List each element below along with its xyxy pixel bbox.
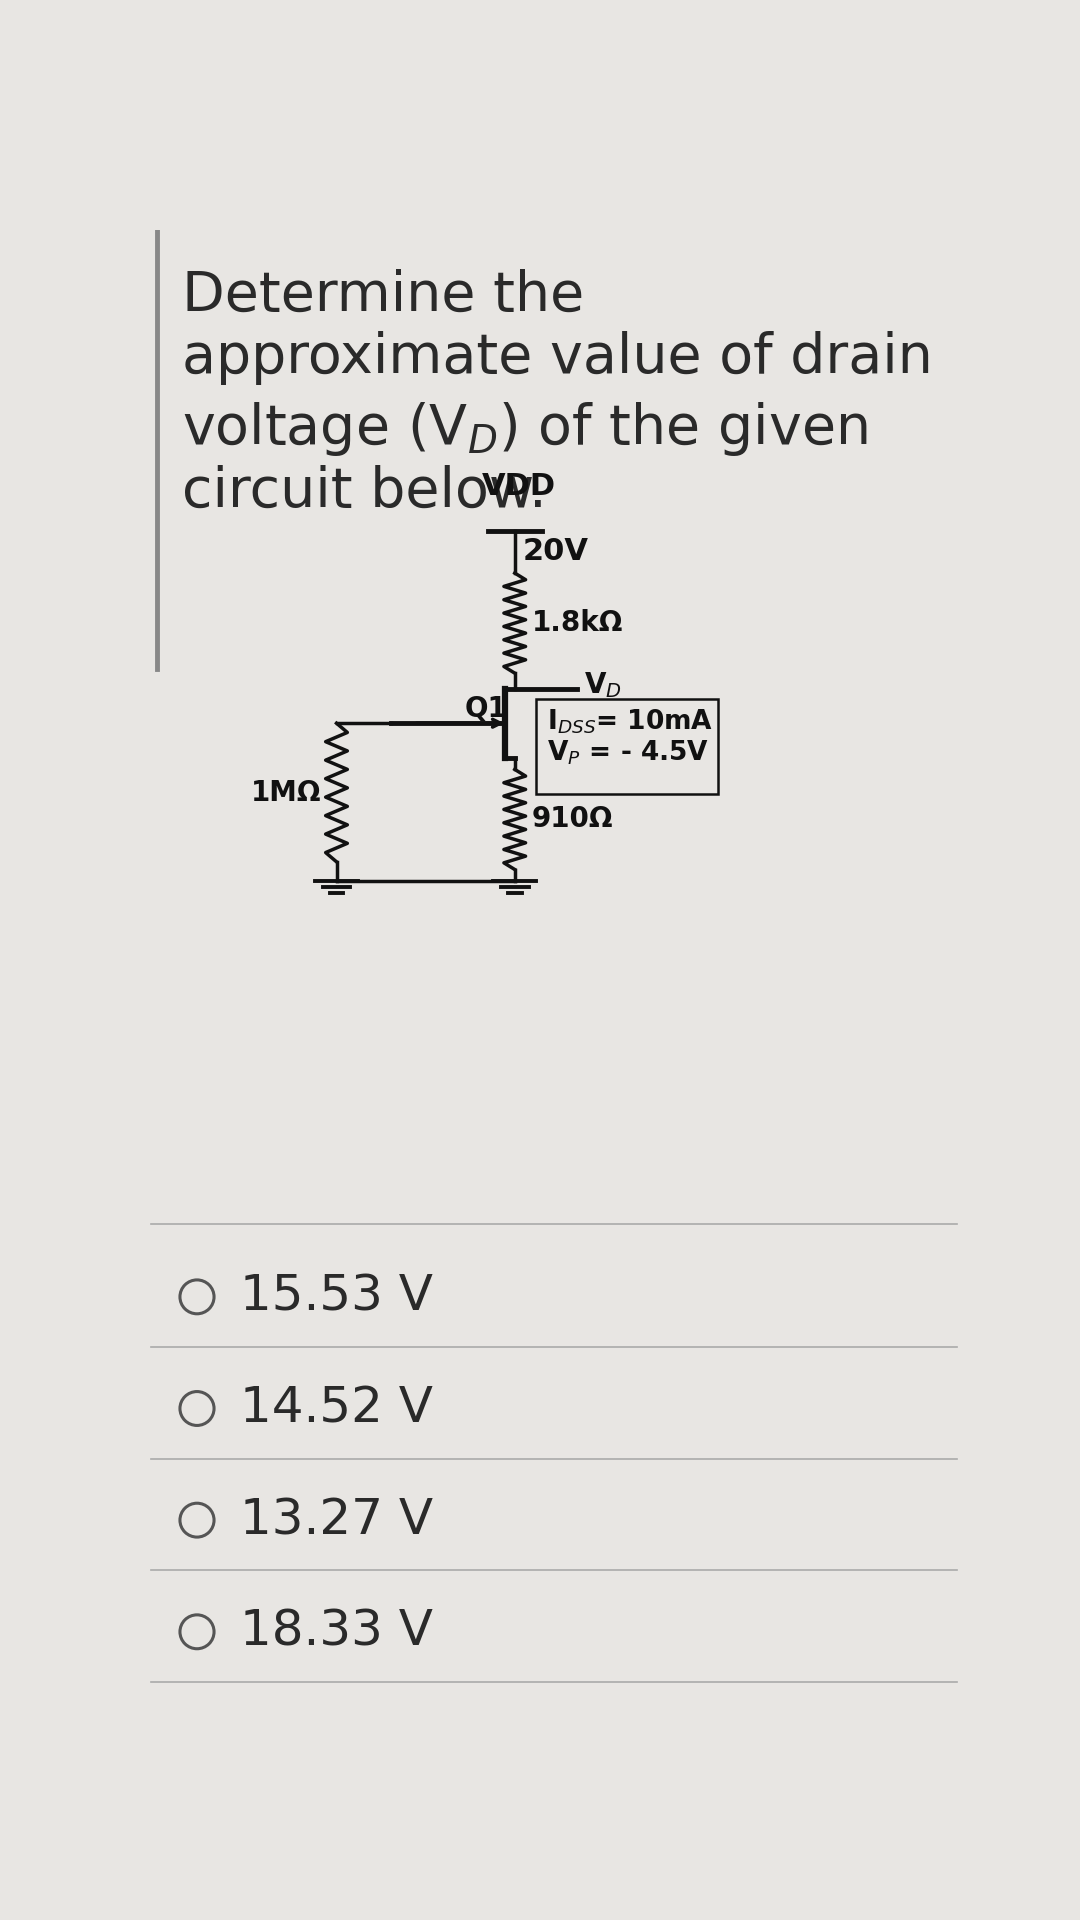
- Text: I$_{DSS}$= 10mA: I$_{DSS}$= 10mA: [548, 708, 714, 735]
- Text: voltage (V$_D$) of the given: voltage (V$_D$) of the given: [181, 399, 867, 457]
- Text: VDD: VDD: [482, 472, 556, 501]
- Text: Q1: Q1: [464, 695, 507, 722]
- Text: Determine the: Determine the: [181, 269, 584, 323]
- Text: circuit below.: circuit below.: [181, 465, 546, 518]
- Text: 14.52 V: 14.52 V: [240, 1384, 433, 1432]
- Text: V$_P$ = - 4.5V: V$_P$ = - 4.5V: [548, 739, 710, 768]
- FancyBboxPatch shape: [537, 699, 718, 795]
- Text: V$_D$: V$_D$: [584, 670, 622, 699]
- Text: 20V: 20V: [523, 538, 589, 566]
- Text: 1.8kΩ: 1.8kΩ: [531, 609, 623, 637]
- Text: 1MΩ: 1MΩ: [251, 778, 321, 806]
- Text: 15.53 V: 15.53 V: [240, 1273, 433, 1321]
- Text: approximate value of drain: approximate value of drain: [181, 330, 932, 384]
- Text: 910Ω: 910Ω: [531, 806, 613, 833]
- Text: 18.33 V: 18.33 V: [240, 1607, 433, 1655]
- Text: 13.27 V: 13.27 V: [240, 1496, 433, 1544]
